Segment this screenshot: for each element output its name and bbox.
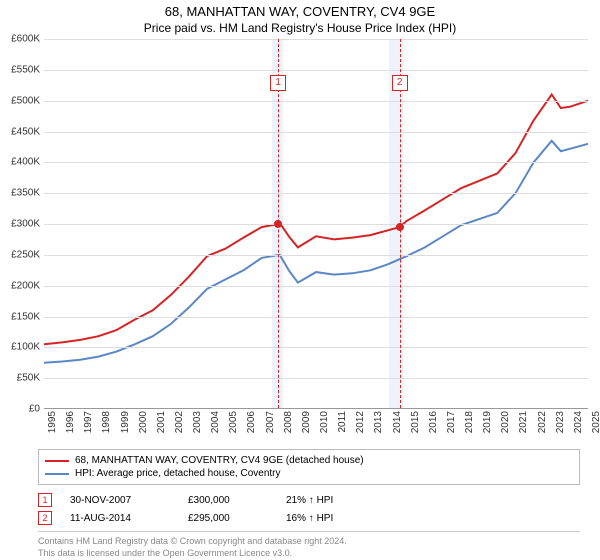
- gridline: [44, 347, 588, 348]
- x-tick-label: 2002: [174, 411, 185, 433]
- x-tick-label: 2021: [518, 411, 529, 433]
- event-row: 1 30-NOV-2007 £300,000 21% ↑ HPI: [38, 491, 580, 509]
- y-tick-label: £450K: [11, 126, 40, 137]
- gridline: [44, 224, 588, 225]
- event-pct: 21% ↑ HPI: [286, 495, 366, 506]
- x-tick-label: 2016: [428, 411, 439, 433]
- event-pct: 16% ↑ HPI: [286, 513, 366, 524]
- footer-line-2: This data is licensed under the Open Gov…: [38, 548, 580, 560]
- gridline: [44, 378, 588, 379]
- x-tick-label: 2009: [301, 411, 312, 433]
- x-tick-label: 2022: [537, 411, 548, 433]
- sale-dot: [396, 223, 404, 231]
- x-tick-label: 2025: [591, 411, 600, 433]
- x-tick-label: 1998: [101, 411, 112, 433]
- legend-swatch: [45, 460, 69, 462]
- y-tick-label: £300K: [11, 219, 40, 230]
- x-tick-label: 1997: [83, 411, 94, 433]
- x-tick-label: 2012: [355, 411, 366, 433]
- gridline: [44, 255, 588, 256]
- event-marker-box: 2: [392, 75, 408, 91]
- x-tick-label: 2005: [228, 411, 239, 433]
- gridline: [44, 101, 588, 102]
- x-tick-label: 2000: [138, 411, 149, 433]
- event-marker-box: 1: [270, 75, 286, 91]
- x-tick-label: 2008: [283, 411, 294, 433]
- x-tick-label: 2023: [555, 411, 566, 433]
- gridline: [44, 317, 588, 318]
- footer-line-1: Contains HM Land Registry data © Crown c…: [38, 536, 580, 548]
- x-tick-label: 2010: [319, 411, 330, 433]
- x-tick-label: 2006: [246, 411, 257, 433]
- x-tick-label: 2018: [464, 411, 475, 433]
- x-tick-label: 1999: [120, 411, 131, 433]
- x-tick-label: 2007: [265, 411, 276, 433]
- event-price: £300,000: [188, 495, 268, 506]
- x-tick-label: 2011: [337, 411, 348, 433]
- legend-item: HPI: Average price, detached house, Cove…: [45, 467, 573, 480]
- y-tick-label: £400K: [11, 157, 40, 168]
- x-tick-label: 2019: [482, 411, 493, 433]
- sale-events: 1 30-NOV-2007 £300,000 21% ↑ HPI 2 11-AUG-201…: [38, 491, 580, 527]
- x-tick-label: 2015: [410, 411, 421, 433]
- chart-title: 68, MANHATTAN WAY, COVENTRY, CV4 9GE: [0, 0, 600, 19]
- event-row: 2 11-AUG-2014 £295,000 16% ↑ HPI: [38, 509, 580, 527]
- y-tick-label: £550K: [11, 64, 40, 75]
- gridline: [44, 162, 588, 163]
- gridline: [44, 39, 588, 40]
- y-tick-label: £0: [29, 404, 40, 415]
- y-tick-label: £600K: [11, 34, 40, 45]
- chart-subtitle: Price paid vs. HM Land Registry's House …: [0, 19, 600, 39]
- event-date: 11-AUG-2014: [70, 513, 170, 524]
- gridline: [44, 193, 588, 194]
- legend-item: 68, MANHATTAN WAY, COVENTRY, CV4 9GE (de…: [45, 454, 573, 467]
- legend-label: HPI: Average price, detached house, Cove…: [75, 468, 281, 479]
- x-tick-label: 2014: [392, 411, 403, 433]
- x-axis-labels: 1995 1996 1997 1998 1999 2000 2001 2002 2003 2004…: [44, 409, 588, 445]
- y-tick-label: £350K: [11, 188, 40, 199]
- x-tick-label: 2001: [156, 411, 167, 433]
- series-hpi: [44, 141, 588, 363]
- x-tick-label: 1995: [47, 411, 58, 433]
- x-tick-label: 2020: [500, 411, 511, 433]
- x-tick-label: 2013: [373, 411, 384, 433]
- footer: Contains HM Land Registry data © Crown c…: [38, 531, 580, 559]
- gridline: [44, 70, 588, 71]
- y-tick-label: £100K: [11, 342, 40, 353]
- x-tick-label: 2024: [573, 411, 584, 433]
- event-number-box: 1: [38, 493, 52, 507]
- y-tick-label: £50K: [17, 373, 40, 384]
- sale-dot: [274, 220, 282, 228]
- gridline: [44, 132, 588, 133]
- x-tick-label: 2003: [192, 411, 203, 433]
- y-tick-label: £200K: [11, 280, 40, 291]
- x-tick-label: 2017: [446, 411, 457, 433]
- legend: 68, MANHATTAN WAY, COVENTRY, CV4 9GE (de…: [38, 449, 580, 485]
- y-tick-label: £150K: [11, 311, 40, 322]
- price-chart: £0£50K£100K£150K£200K£250K£300K£350K£400…: [44, 39, 588, 409]
- x-tick-label: 2004: [210, 411, 221, 433]
- legend-label: 68, MANHATTAN WAY, COVENTRY, CV4 9GE (de…: [75, 455, 364, 466]
- x-tick-label: 1996: [65, 411, 76, 433]
- event-number-box: 2: [38, 511, 52, 525]
- gridline: [44, 286, 588, 287]
- y-tick-label: £250K: [11, 249, 40, 260]
- y-tick-label: £500K: [11, 95, 40, 106]
- event-price: £295,000: [188, 513, 268, 524]
- legend-swatch: [45, 473, 69, 475]
- event-date: 30-NOV-2007: [70, 495, 170, 506]
